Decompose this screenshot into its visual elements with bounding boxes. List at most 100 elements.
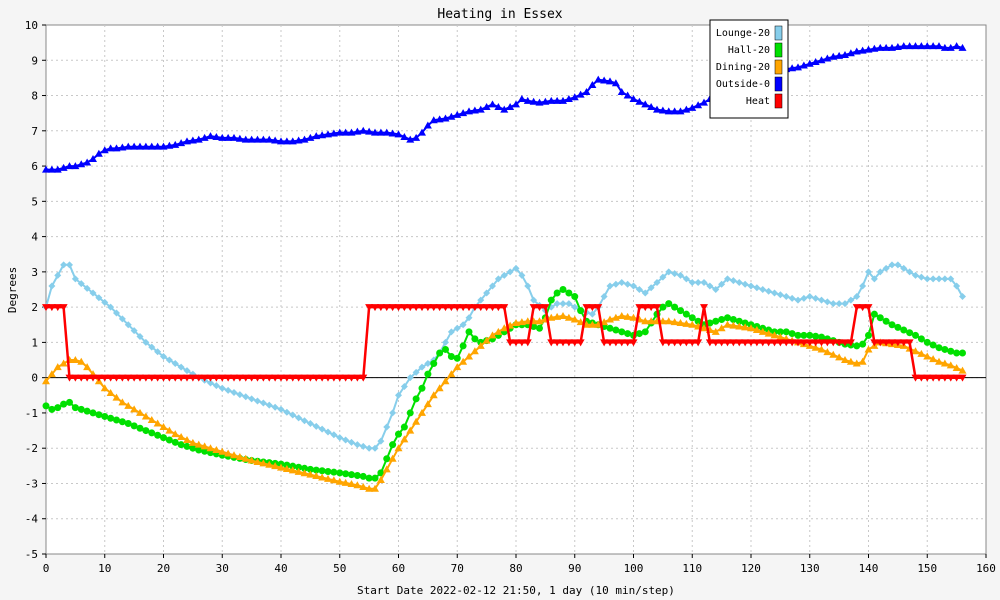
data-point-lounge-20 — [759, 286, 767, 293]
data-point-lounge-20 — [812, 294, 820, 302]
data-point-outside-0 — [494, 102, 503, 110]
data-point-outside-0 — [882, 43, 891, 51]
data-point-hall-20 — [865, 331, 872, 339]
data-point-dining-20 — [811, 343, 820, 351]
data-point-outside-0 — [835, 51, 844, 59]
data-point-outside-0 — [794, 63, 802, 71]
data-point-heat — [341, 374, 350, 382]
data-point-dining-20 — [412, 417, 421, 425]
data-point-outside-0 — [329, 129, 338, 137]
data-point-lounge-20 — [741, 280, 749, 288]
x-tick-label: 70 — [451, 562, 464, 575]
y-tick-label: 6 — [31, 160, 38, 173]
data-point-dining-20 — [676, 319, 685, 327]
data-point-lounge-20 — [888, 261, 896, 269]
data-point-hall-20 — [953, 349, 961, 357]
data-point-hall-20 — [318, 467, 326, 475]
data-point-heat — [529, 304, 538, 312]
data-point-hall-20 — [171, 438, 179, 446]
data-point-hall-20 — [54, 404, 62, 412]
data-point-hall-20 — [60, 400, 68, 408]
data-point-dining-20 — [206, 444, 215, 452]
data-point-heat — [441, 304, 450, 312]
data-point-outside-0 — [811, 58, 820, 66]
x-tick-label: 60 — [392, 562, 405, 575]
data-point-lounge-20 — [865, 268, 872, 276]
data-point-heat — [917, 374, 926, 382]
data-point-dining-20 — [382, 465, 391, 473]
y-tick-label: 7 — [31, 125, 38, 138]
data-point-dining-20 — [253, 457, 262, 465]
legend-swatch-hall-20 — [774, 42, 783, 58]
data-point-outside-0 — [482, 102, 491, 110]
data-point-hall-20 — [189, 444, 197, 452]
data-point-dining-20 — [271, 462, 280, 470]
legend-swatch-heat — [774, 93, 783, 109]
data-point-hall-20 — [812, 332, 820, 340]
data-point-hall-20 — [635, 330, 643, 338]
data-point-heat — [412, 304, 421, 312]
data-point-outside-0 — [112, 144, 121, 152]
data-point-outside-0 — [459, 109, 468, 117]
data-point-hall-20 — [389, 441, 397, 449]
data-point-hall-20 — [312, 466, 320, 474]
data-point-outside-0 — [564, 95, 573, 103]
data-point-outside-0 — [952, 42, 961, 50]
data-point-outside-0 — [282, 137, 291, 145]
data-point-dining-20 — [435, 384, 444, 392]
data-point-lounge-20 — [453, 324, 461, 332]
data-point-hall-20 — [160, 434, 167, 442]
data-point-heat — [600, 339, 609, 347]
data-point-outside-0 — [935, 42, 943, 50]
data-point-hall-20 — [183, 442, 191, 450]
data-point-heat — [617, 339, 626, 347]
data-point-dining-20 — [418, 408, 426, 416]
data-point-dining-20 — [606, 315, 614, 323]
data-point-hall-20 — [624, 330, 632, 338]
data-point-outside-0 — [600, 76, 609, 84]
data-point-dining-20 — [147, 415, 156, 423]
data-point-dining-20 — [247, 456, 256, 464]
data-point-dining-20 — [359, 482, 368, 490]
x-tick-label: 50 — [333, 562, 346, 575]
data-point-outside-0 — [353, 127, 362, 135]
data-point-outside-0 — [617, 88, 626, 96]
data-point-outside-0 — [500, 105, 509, 113]
data-point-hall-20 — [330, 468, 338, 476]
data-point-dining-20 — [265, 460, 274, 468]
data-point-heat — [429, 304, 438, 312]
data-point-lounge-20 — [160, 353, 167, 361]
data-point-outside-0 — [53, 165, 62, 173]
data-point-hall-20 — [66, 398, 73, 406]
data-point-lounge-20 — [724, 275, 731, 283]
data-point-outside-0 — [858, 46, 867, 54]
data-point-lounge-20 — [289, 411, 297, 419]
data-point-hall-20 — [383, 455, 391, 463]
data-point-heat — [535, 304, 544, 312]
data-point-hall-20 — [741, 319, 749, 327]
data-point-outside-0 — [153, 142, 162, 150]
data-point-lounge-20 — [459, 321, 467, 329]
data-point-lounge-20 — [177, 363, 185, 371]
data-point-heat — [852, 304, 861, 312]
data-point-heat — [629, 339, 638, 347]
data-point-outside-0 — [218, 133, 227, 141]
data-point-heat — [423, 304, 432, 312]
data-point-heat — [752, 339, 761, 347]
data-point-lounge-20 — [412, 368, 420, 376]
data-point-outside-0 — [300, 135, 309, 143]
data-point-outside-0 — [852, 47, 861, 55]
data-point-lounge-20 — [283, 408, 291, 416]
data-point-lounge-20 — [107, 303, 115, 311]
data-point-dining-20 — [194, 440, 203, 448]
data-point-lounge-20 — [271, 403, 279, 411]
data-point-lounge-20 — [54, 271, 62, 279]
data-point-heat — [735, 339, 744, 347]
data-point-hall-20 — [89, 409, 97, 417]
data-point-dining-20 — [488, 331, 497, 339]
y-tick-label: 0 — [31, 372, 38, 385]
data-point-lounge-20 — [771, 289, 778, 297]
data-point-heat — [106, 374, 115, 382]
data-point-lounge-20 — [600, 293, 608, 301]
x-tick-label: 120 — [741, 562, 761, 575]
